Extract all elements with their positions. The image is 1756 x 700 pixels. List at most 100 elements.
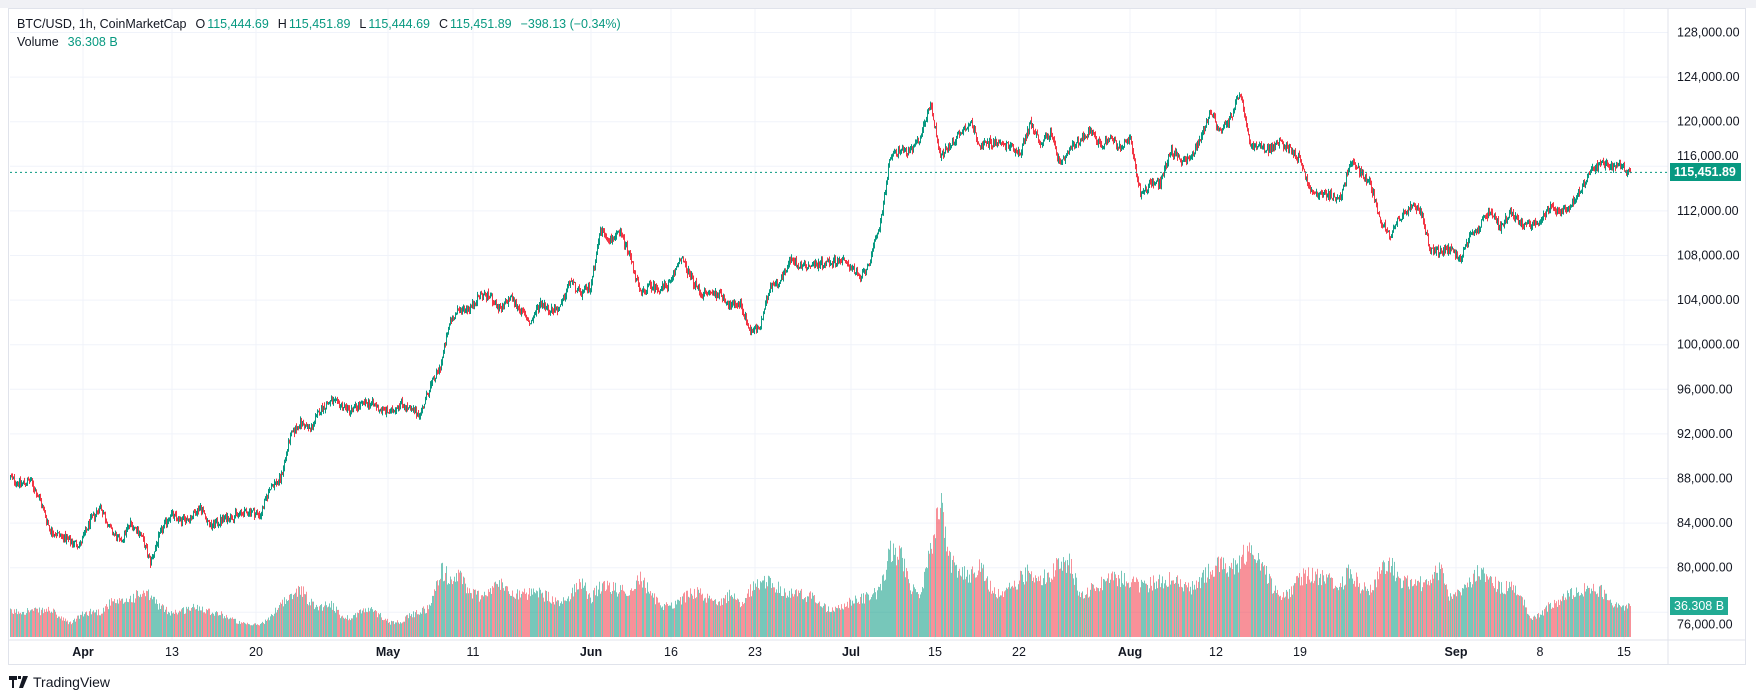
candle-body [466, 308, 467, 311]
volume-bar [764, 575, 765, 637]
volume-label[interactable]: Volume [17, 35, 59, 49]
volume-bar [521, 593, 522, 637]
candle-body [1358, 165, 1359, 168]
volume-bar [1538, 613, 1539, 637]
volume-bar [199, 606, 200, 637]
candle-body [1489, 209, 1490, 216]
volume-bar [10, 608, 11, 637]
candle-body [1152, 181, 1153, 184]
candle-body [1290, 145, 1291, 148]
volume-bar [1469, 577, 1470, 637]
volume-bar [236, 623, 237, 637]
volume-bar [1528, 614, 1529, 637]
volume-bar [623, 590, 624, 637]
volume-bar [1476, 580, 1477, 637]
candle-body [163, 526, 164, 532]
volume-bar [1059, 569, 1060, 637]
volume-bar [1350, 569, 1351, 637]
volume-bar [730, 596, 731, 637]
volume-bar [701, 594, 702, 637]
volume-bar [22, 611, 23, 637]
candle-body [1579, 189, 1580, 194]
volume-bar [931, 548, 932, 637]
candle-body [313, 424, 314, 428]
volume-bar [226, 614, 227, 637]
volume-bar [661, 607, 662, 637]
candle-body [976, 132, 977, 140]
volume-bar [945, 526, 946, 637]
volume-bar [1287, 591, 1288, 637]
candle-body [1334, 194, 1335, 197]
volume-bar [846, 606, 847, 637]
candle-body [1126, 141, 1127, 143]
tradingview-logo[interactable]: TradingView [9, 674, 110, 690]
candle-body [517, 307, 518, 309]
volume-bar [150, 597, 151, 637]
candle-body [1292, 151, 1293, 155]
candle-body [370, 402, 371, 406]
volume-bar [551, 603, 552, 637]
candle-body [684, 261, 685, 263]
volume-bar [279, 605, 280, 637]
candle-body [980, 145, 981, 150]
candle-body [129, 525, 130, 527]
volume-bar [452, 584, 453, 637]
volume-bar [822, 607, 823, 637]
candle-body [1129, 136, 1130, 144]
volume-bar [784, 588, 785, 637]
candle-body [1275, 143, 1276, 149]
candle-body [1370, 178, 1371, 182]
volume-bar [387, 618, 388, 637]
volume-bar [688, 596, 689, 637]
candle-body [10, 476, 11, 478]
volume-bar [1553, 607, 1554, 637]
volume-bar [1127, 583, 1128, 637]
volume-bar [1374, 579, 1375, 637]
candle-body [1156, 180, 1157, 184]
volume-bar [1531, 618, 1532, 637]
volume-bar [1017, 589, 1018, 637]
volume-bar [929, 553, 930, 637]
volume-bar [1351, 574, 1352, 637]
candle-body [996, 139, 997, 147]
candle-body [442, 356, 443, 363]
volume-bar [881, 590, 882, 637]
candle-body [525, 313, 526, 316]
candle-body [1404, 210, 1405, 214]
candle-body [214, 521, 215, 527]
candle-body [172, 512, 173, 514]
candle-body [410, 406, 411, 410]
volume-bar [357, 612, 358, 637]
volume-bar [1610, 599, 1611, 637]
volume-bar [960, 575, 961, 637]
volume-bar [1505, 594, 1506, 637]
candle-body [396, 407, 397, 411]
candle-body [1254, 145, 1255, 150]
volume-bar [472, 598, 473, 637]
candle-body [462, 308, 463, 313]
volume-bar [574, 584, 575, 637]
volume-bar [121, 598, 122, 637]
candle-body [646, 292, 647, 294]
symbol-label[interactable]: BTC/USD, 1h, CoinMarketCap [17, 17, 187, 31]
volume-bar [457, 581, 458, 637]
candle-body [1225, 123, 1226, 125]
candle-body [1416, 207, 1417, 211]
candle-body [1548, 208, 1549, 211]
volume-bar [1394, 561, 1395, 637]
volume-bar [806, 601, 807, 637]
volume-bar [1105, 581, 1106, 637]
volume-bar [815, 602, 816, 637]
candle-body [1167, 163, 1168, 167]
candle-body [566, 290, 567, 297]
volume-bar [1041, 585, 1042, 637]
volume-bar [1621, 607, 1622, 637]
candle-body [802, 265, 803, 269]
candle-body [1440, 248, 1441, 253]
candle-body [68, 538, 69, 540]
volume-bar [699, 592, 700, 637]
candle-body [737, 306, 738, 308]
volume-bar [1307, 576, 1308, 637]
volume-bar [767, 586, 768, 637]
